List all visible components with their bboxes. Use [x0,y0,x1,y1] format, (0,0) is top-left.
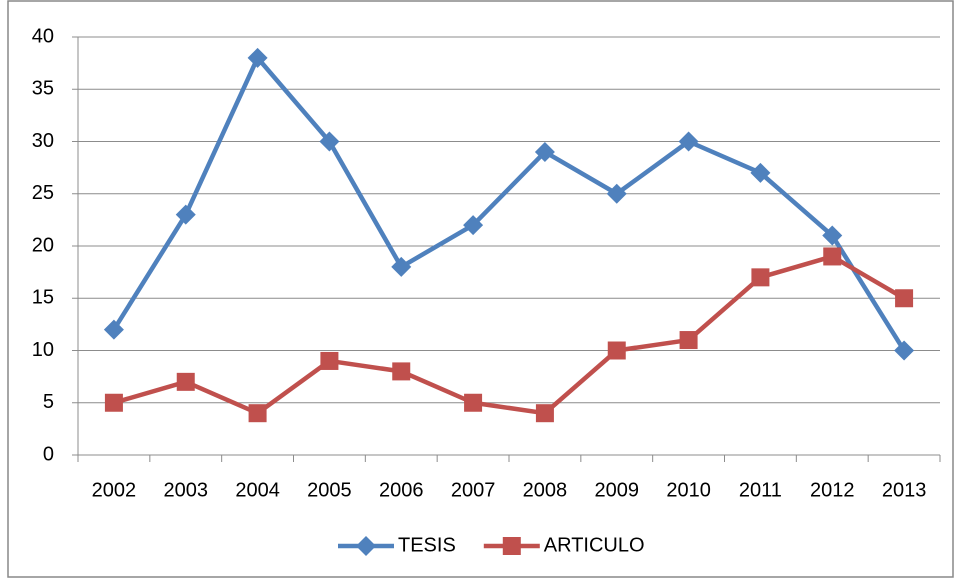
data-point [248,404,267,423]
data-point [895,289,914,308]
data-point [247,47,268,68]
data-point [535,404,554,423]
y-tick-label: 0 [43,443,54,465]
data-point [392,362,411,381]
legend-label: ARTICULO [544,534,645,556]
y-tick-label: 35 [32,78,54,100]
x-tick-label: 2013 [882,479,927,501]
data-point [678,131,699,152]
x-tick-label: 2007 [451,479,496,501]
x-tick-label: 2012 [810,479,855,501]
x-tick-label: 2009 [595,479,640,501]
series-line [112,55,906,352]
y-tick-label: 20 [32,234,54,256]
data-point [320,351,339,370]
data-point [894,340,915,361]
data-point [823,247,842,266]
x-tick-label: 2008 [523,479,568,501]
y-tick-label: 40 [32,25,54,47]
data-point [175,204,196,225]
x-tick-label: 2002 [92,479,137,501]
data-point [176,372,195,391]
y-tick-label: 30 [32,130,54,152]
data-point [534,141,555,162]
x-tick-label: 2004 [235,479,280,501]
x-tick-label: 2006 [379,479,424,501]
legend-marker [356,536,376,556]
y-tick-label: 5 [43,391,54,413]
chart-frame [7,0,954,578]
data-point [751,268,770,287]
legend-label: TESIS [398,534,456,556]
data-point [750,162,771,183]
data-point [607,341,626,360]
data-point [104,393,123,412]
data-point [822,225,843,246]
y-tick-label: 10 [32,339,54,361]
series-line [113,254,906,416]
x-tick-label: 2011 [739,479,782,501]
y-tick-label: 25 [32,182,54,204]
data-point [606,183,627,204]
x-tick-label: 2010 [666,479,711,501]
data-point [464,393,483,412]
data-point [319,131,340,152]
x-tick-label: 2003 [164,479,209,501]
data-point [679,331,698,350]
legend-marker [502,537,521,555]
data-point [463,215,484,236]
data-point [103,319,124,340]
x-tick-label: 2005 [307,479,352,501]
y-tick-label: 15 [32,287,54,309]
data-point [391,256,412,277]
